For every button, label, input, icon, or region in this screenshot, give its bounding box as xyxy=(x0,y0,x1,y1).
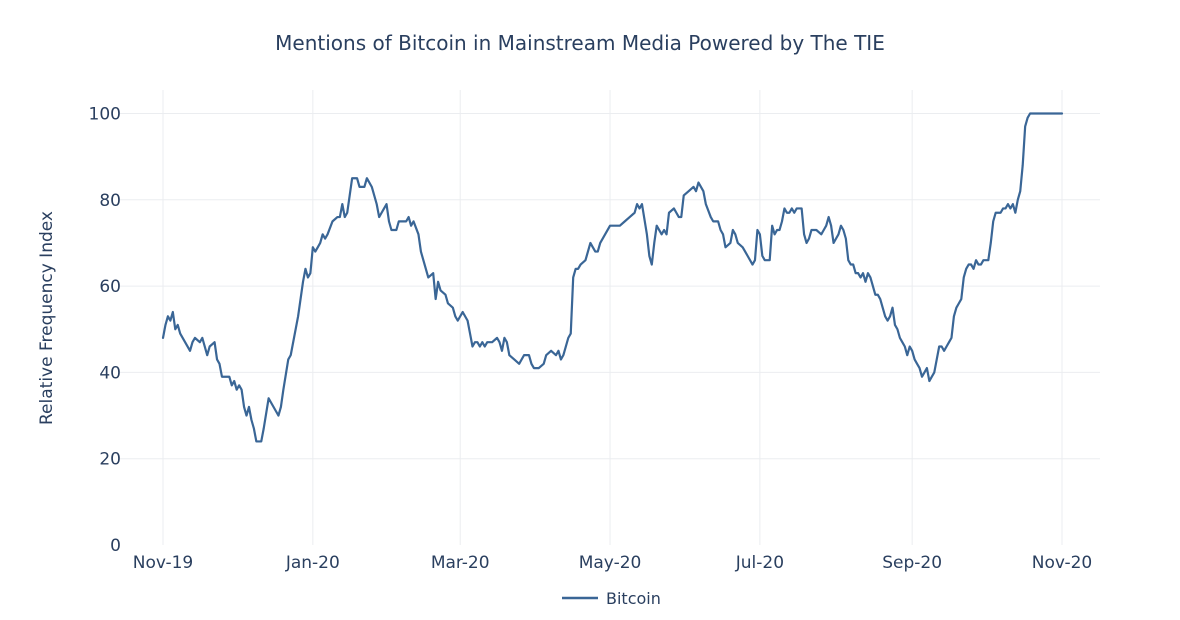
y-axis-ticks: 0 20 40 60 80 100 xyxy=(89,105,121,557)
x-tick-label-May-20: May-20 xyxy=(579,553,642,573)
x-tick-label-Mar-20: Mar-20 xyxy=(431,553,490,573)
y-tick-label-0: 0 xyxy=(110,536,121,556)
x-tick-label-Sep-20: Sep-20 xyxy=(882,553,942,573)
x-axis-ticks: Nov-19 Jan-20 Mar-20 May-20 Jul-20 Sep-20 Nov-… xyxy=(133,553,1093,573)
legend[interactable]: Bitcoin xyxy=(562,589,661,608)
y-tick-label-20: 20 xyxy=(99,450,121,470)
series-layer xyxy=(161,112,1064,443)
x-tick-label-Jan-20: Jan-20 xyxy=(285,553,340,573)
y-tick-label-40: 40 xyxy=(99,363,121,383)
chart-title: Mentions of Bitcoin in Mainstream Media … xyxy=(275,31,885,55)
legend-label-bitcoin[interactable]: Bitcoin xyxy=(606,589,661,608)
y-tick-label-100: 100 xyxy=(89,105,121,125)
x-tick-label-Jul-20: Jul-20 xyxy=(735,553,784,573)
x-tick-label-Nov-19: Nov-19 xyxy=(133,553,194,573)
x-tick-label-Nov-20: Nov-20 xyxy=(1032,553,1093,573)
y-tick-label-80: 80 xyxy=(99,191,121,211)
series-line-bitcoin[interactable] xyxy=(161,112,1064,443)
grid xyxy=(120,90,1100,545)
y-axis-title: Relative Frequency Index xyxy=(37,211,57,425)
y-tick-label-60: 60 xyxy=(99,277,121,297)
